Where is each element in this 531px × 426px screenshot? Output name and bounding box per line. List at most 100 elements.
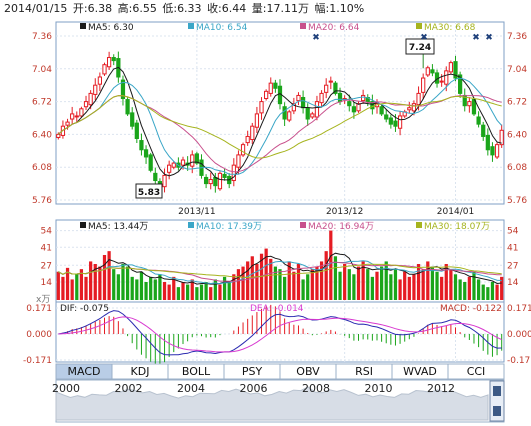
candlesticks [56,51,504,193]
candle-body [476,116,481,125]
candle-body [88,92,93,106]
tab-label: BOLL [182,365,211,378]
volume-bar [222,276,227,300]
volume-bar [343,264,347,300]
candle-body [296,94,301,102]
volume-legend-label: MA5: 13.44万 [88,222,148,232]
header-high-label: 高: [118,1,133,15]
macd-lines [58,310,502,356]
high-annotation-label: 7.24 [409,43,431,53]
candle-body [467,101,472,107]
header-change: 1.10% [329,2,364,15]
tab-label: OBV [296,365,320,378]
price-tick-label-right: 5.76 [507,196,527,206]
date-label: 2013/12 [326,207,363,217]
candle-body [111,57,116,62]
volume-bar [430,266,435,300]
candle-body [351,106,357,113]
volume-bar [467,276,471,300]
timeline-year-label: 2004 [177,382,205,395]
candle-body [397,115,403,129]
price-legend-swatch [188,23,194,29]
candle-body [203,176,209,185]
volume-tick-label-right: 14 [507,278,519,288]
candle-body [481,124,486,137]
candle-body [361,94,366,102]
price-legend-swatch [300,23,306,29]
price-tick-label-left: 7.36 [32,32,52,42]
volume-axis: 54 54 41 41 27 27 14 14 x万 [36,227,519,305]
candle-body [291,103,296,112]
volume-bar [444,264,448,300]
candle-body [222,173,227,178]
volume-bar [125,266,130,300]
candle-body [79,108,84,117]
price-legend-label: MA5: 6.30 [88,23,134,33]
price-panel-frame [55,21,505,205]
candle-body [379,106,384,115]
header-open-label: 开: [73,2,88,15]
volume-bar [333,256,338,300]
tab-label: PSY [242,365,263,378]
legends: MA5: 6.30 MA10: 6.54 MA20: 6.64 MA30: 6.68 M… [60,23,502,314]
volume-bar [315,266,319,300]
volume-bar [149,276,153,300]
candle-body [217,172,223,190]
candle-body [421,77,426,93]
candle-body [74,115,79,118]
volume-bar [176,287,181,300]
candle-body [333,82,338,94]
candle-body [370,101,375,110]
candle-body [393,120,398,127]
volume-bar [440,276,444,300]
candle-body [430,69,435,74]
volume-bar [366,269,370,300]
candle-body [102,64,107,75]
header-open: 6.38 [88,2,113,15]
header-quote: 2014/01/15 开:6.38 高:6.55 低:6.33 收:6.44 量… [4,1,364,15]
volume-bar [389,274,393,300]
indicator-tabs: MACD KDJ BOLL PSY OBV RSI WVAD CCI [55,363,505,380]
candle-body [153,172,158,182]
volume-bar [218,284,222,300]
price-tick-label-right: 6.72 [507,98,527,108]
candle-body [310,113,315,118]
candle-body [148,154,153,171]
volume-tick-label-left: 41 [41,243,52,253]
price-tick-label-left: 7.04 [32,65,52,75]
tab-cci[interactable] [447,363,505,380]
volume-bar [255,264,259,300]
volume-bar [232,274,236,300]
tab-label: WVAD [403,365,437,378]
timeline-content: 2000 2002 2004 2006 2008 2010 2012 [52,380,505,422]
candle-body [494,144,500,158]
candle-body [167,164,172,173]
volume-bar [153,279,157,300]
volume-bar [102,255,107,300]
candle-body [236,154,241,168]
volume-bar [158,274,162,300]
volume-bar [347,269,351,300]
timeline-year-label: 2002 [115,382,143,395]
high-annotation-box [405,38,435,55]
candle-body [162,174,167,188]
volume-bar [139,271,144,300]
volume-bar [61,276,65,300]
header-close-label: 收: [207,1,222,15]
header-volume-label: 量: [252,2,267,15]
volume-tick-label-left: 27 [41,261,52,271]
macd-tick-label-right: 0.000 [507,330,531,340]
timeline-year-label: 2012 [427,382,455,395]
volume-bar [269,258,273,300]
volume-bar [172,276,176,300]
price-tick-label-right: 7.36 [507,32,527,42]
volume-tick-label-right: 54 [507,227,519,237]
candle-body [490,146,495,156]
volume-bar [121,264,125,300]
price-tick-label-right: 6.08 [507,163,527,173]
volume-tick-label-right: 41 [507,243,518,253]
volume-bar [65,267,70,300]
volume-bar [56,271,60,300]
